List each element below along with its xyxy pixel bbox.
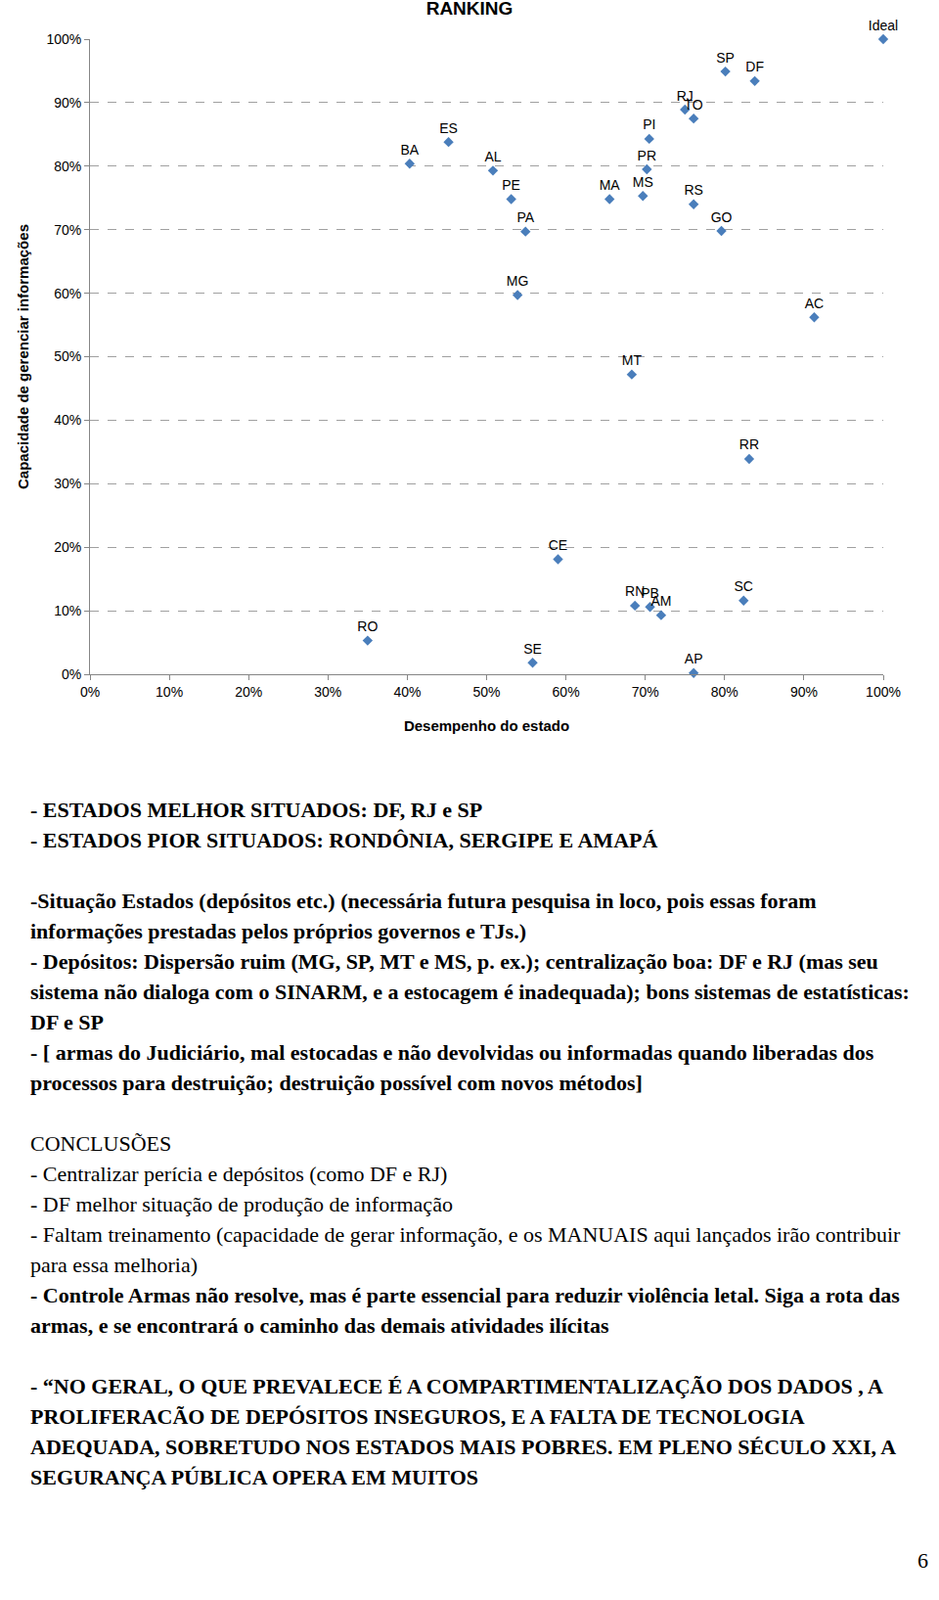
svg-text:DF: DF <box>745 58 764 75</box>
svg-text:AM: AM <box>650 592 671 609</box>
svg-text:70%: 70% <box>631 683 660 700</box>
svg-text:MS: MS <box>632 174 654 190</box>
svg-text:RJ: RJ <box>676 88 694 104</box>
svg-text:20%: 20% <box>234 683 263 700</box>
svg-text:90%: 90% <box>790 683 818 700</box>
svg-text:BA: BA <box>400 141 419 158</box>
svg-text:90%: 90% <box>53 94 82 111</box>
html-text:- Depósitos: Dispersão ruim (M: - Depósitos: Dispersão ruim (MG, SP, MT … <box>30 948 910 1034</box>
svg-text:0%: 0% <box>61 666 82 682</box>
svg-text:AC: AC <box>804 295 824 312</box>
svg-text:10%: 10% <box>53 602 82 619</box>
svg-text:Ideal: Ideal <box>868 17 898 34</box>
svg-text:RO: RO <box>357 618 378 634</box>
svg-text:SP: SP <box>715 49 735 66</box>
svg-text:PB: PB <box>640 584 660 601</box>
svg-text:70%: 70% <box>53 222 82 238</box>
svg-text:MA: MA <box>599 177 622 193</box>
svg-text:40%: 40% <box>393 683 421 700</box>
svg-text:40%: 40% <box>53 411 82 428</box>
svg-text:AP: AP <box>684 650 704 667</box>
svg-text:10%: 10% <box>155 683 183 700</box>
html-text:- Controle Armas não resolve,: - Controle Armas não resolve, mas é part… <box>30 1282 900 1338</box>
html-text:- [ armas do Judiciário, mal e: - [ armas do Judiciário, mal estocadas e… <box>30 1039 874 1095</box>
svg-text:80%: 80% <box>711 683 739 700</box>
svg-text:50%: 50% <box>53 348 82 364</box>
svg-text:RANKING: RANKING <box>426 0 514 19</box>
svg-text:ES: ES <box>439 120 458 136</box>
svg-text:AL: AL <box>484 148 501 165</box>
svg-text:MT: MT <box>622 352 643 368</box>
svg-text:CE: CE <box>548 536 568 553</box>
svg-text:30%: 30% <box>313 683 342 700</box>
svg-text:PI: PI <box>642 116 656 133</box>
svg-text:SC: SC <box>734 578 754 594</box>
svg-text:30%: 30% <box>53 475 82 492</box>
svg-text:TO: TO <box>684 96 704 113</box>
svg-text:PE: PE <box>501 177 521 193</box>
svg-text:Desempenho do estado: Desempenho do estado <box>403 716 570 734</box>
svg-text:100%: 100% <box>45 31 82 47</box>
svg-text:SE: SE <box>523 640 542 657</box>
svg-text:60%: 60% <box>552 683 581 700</box>
html-text:- Centralizar perícia e depósi: - Centralizar perícia e depósitos (como … <box>30 1161 448 1186</box>
html-text:- DF melhor situação de produç: - DF melhor situação de produção de info… <box>30 1191 453 1216</box>
svg-text:RS: RS <box>683 181 703 198</box>
svg-text:PA: PA <box>516 209 535 225</box>
html-text:6: 6 <box>917 1547 929 1572</box>
html-text:-Situação Estados (depósitos e: -Situação Estados (depósitos etc.) (nece… <box>30 888 817 943</box>
svg-text:RN: RN <box>625 582 645 599</box>
html-text:- “NO GERAL, O QUE PREVALECE É: - “NO GERAL, O QUE PREVALECE É A COMPART… <box>30 1373 895 1489</box>
svg-text:RR: RR <box>739 436 760 452</box>
svg-text:Capacidade de gerenciar inform: Capacidade de gerenciar informações <box>14 223 32 490</box>
svg-text:50%: 50% <box>472 683 500 700</box>
html-text:- ESTADOS MELHOR SITUADOS: DF,: - ESTADOS MELHOR SITUADOS: DF, RJ e SP <box>30 797 483 822</box>
svg-text:60%: 60% <box>53 285 82 302</box>
html-text:CONCLUSÕES: CONCLUSÕES <box>30 1130 172 1156</box>
html-text:- ESTADOS PIOR SITUADOS: RONDÔ: - ESTADOS PIOR SITUADOS: RONDÔNIA, SERGI… <box>30 827 658 852</box>
html-text:- Faltam treinamento (capacida: - Faltam treinamento (capacidade de gera… <box>30 1221 901 1277</box>
svg-text:20%: 20% <box>53 538 82 555</box>
svg-text:100%: 100% <box>865 683 901 700</box>
svg-text:0%: 0% <box>80 683 100 700</box>
svg-text:GO: GO <box>711 209 733 225</box>
svg-text:80%: 80% <box>53 158 82 175</box>
svg-text:PR: PR <box>637 147 657 164</box>
svg-text:MG: MG <box>506 272 530 289</box>
